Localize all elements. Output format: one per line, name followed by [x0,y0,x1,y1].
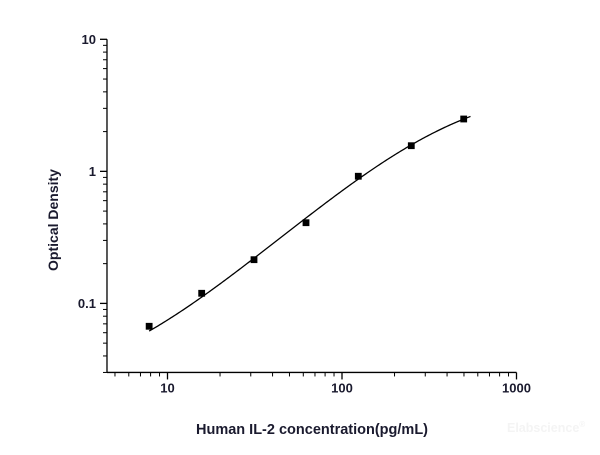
svg-text:10: 10 [160,380,174,395]
svg-text:1000: 1000 [502,380,531,395]
svg-text:10: 10 [82,32,96,47]
svg-text:1: 1 [89,164,96,179]
svg-text:100: 100 [331,380,353,395]
svg-text:0.1: 0.1 [78,296,96,311]
